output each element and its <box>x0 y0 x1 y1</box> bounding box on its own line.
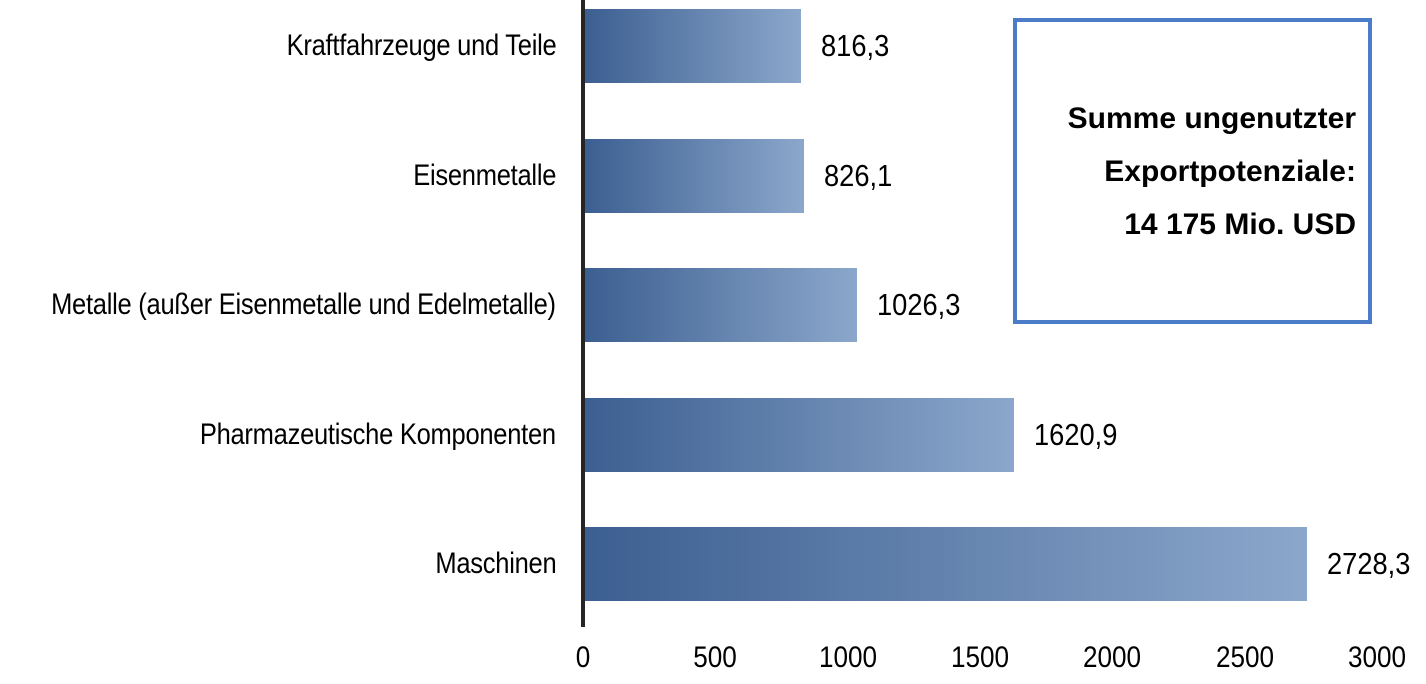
annotation-line: Summe ungenutzter <box>1067 101 1356 135</box>
bar-value-label: 816,3 <box>821 28 890 63</box>
bar-value-label: 1026,3 <box>877 287 961 322</box>
bar <box>585 268 857 342</box>
bar-value-label: 1620,9 <box>1034 416 1118 452</box>
x-axis-tick-label: 1000 <box>818 641 877 674</box>
category-label: Kraftfahrzeuge und Teile <box>286 29 556 62</box>
annotation-line: 14 175 Mio. USD <box>1124 207 1356 241</box>
bar <box>585 138 804 213</box>
x-axis-tick-label: 1500 <box>950 641 1010 674</box>
bar <box>585 397 1014 472</box>
bar-value-label: 826,1 <box>824 157 893 193</box>
x-axis-tick-label: 3000 <box>1347 641 1407 674</box>
annotation-box: Summe ungenutzter Exportpotenziale: 14 1… <box>1013 18 1372 324</box>
annotation-line: Exportpotenziale: <box>1104 154 1356 188</box>
x-axis-tick-label: 500 <box>693 641 738 674</box>
x-axis-tick-label: 2500 <box>1215 641 1274 674</box>
bar <box>585 527 1307 601</box>
bar <box>585 9 801 83</box>
category-label: Metalle (außer Eisenmetalle und Edelmeta… <box>51 288 556 321</box>
x-axis-tick-label: 2000 <box>1083 641 1142 674</box>
category-axis-line <box>581 0 585 627</box>
category-label: Pharmazeutische Komponenten <box>199 417 556 451</box>
category-label: Eisenmetalle <box>413 158 556 192</box>
bar-value-label: 2728,3 <box>1327 546 1411 581</box>
x-axis-tick-label: 0 <box>575 641 591 674</box>
category-label: Maschinen <box>434 547 556 580</box>
